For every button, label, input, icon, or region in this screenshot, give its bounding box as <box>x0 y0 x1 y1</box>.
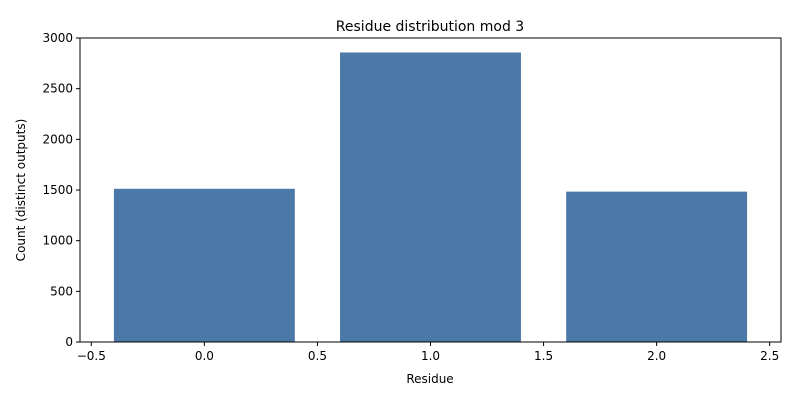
x-axis-label: Residue <box>406 372 453 386</box>
bar-residue-1 <box>340 52 521 343</box>
y-tick-label: 500 <box>50 284 73 298</box>
x-tick-label: −0.5 <box>77 349 106 363</box>
x-tick-label: 1.5 <box>534 349 553 363</box>
x-tick-label: 1.0 <box>421 349 440 363</box>
x-tick-label: 0.0 <box>195 349 214 363</box>
y-axis-ticks: 0 500 1000 1500 2000 2500 3000 <box>42 31 80 349</box>
x-tick-label: 2.0 <box>647 349 666 363</box>
y-axis-label: Count (distinct outputs) <box>14 119 28 262</box>
y-tick-label: 1000 <box>42 234 73 248</box>
y-tick-label: 2500 <box>42 82 73 96</box>
bar-residue-0 <box>113 188 295 342</box>
x-tick-label: 2.5 <box>760 349 779 363</box>
bar-residue-2 <box>566 191 748 342</box>
y-tick-label: 1500 <box>42 183 73 197</box>
plot-frame <box>79 37 782 343</box>
y-tick-label: 3000 <box>42 31 73 45</box>
chart-title: Residue distribution mod 3 <box>336 19 524 35</box>
y-tick-label: 2000 <box>42 132 73 146</box>
y-tick-label: 0 <box>65 335 73 349</box>
x-axis-ticks: −0.5 0.0 0.5 1.0 1.5 2.0 2.5 <box>77 342 779 363</box>
x-tick-label: 0.5 <box>308 349 327 363</box>
bars-group <box>113 52 748 343</box>
